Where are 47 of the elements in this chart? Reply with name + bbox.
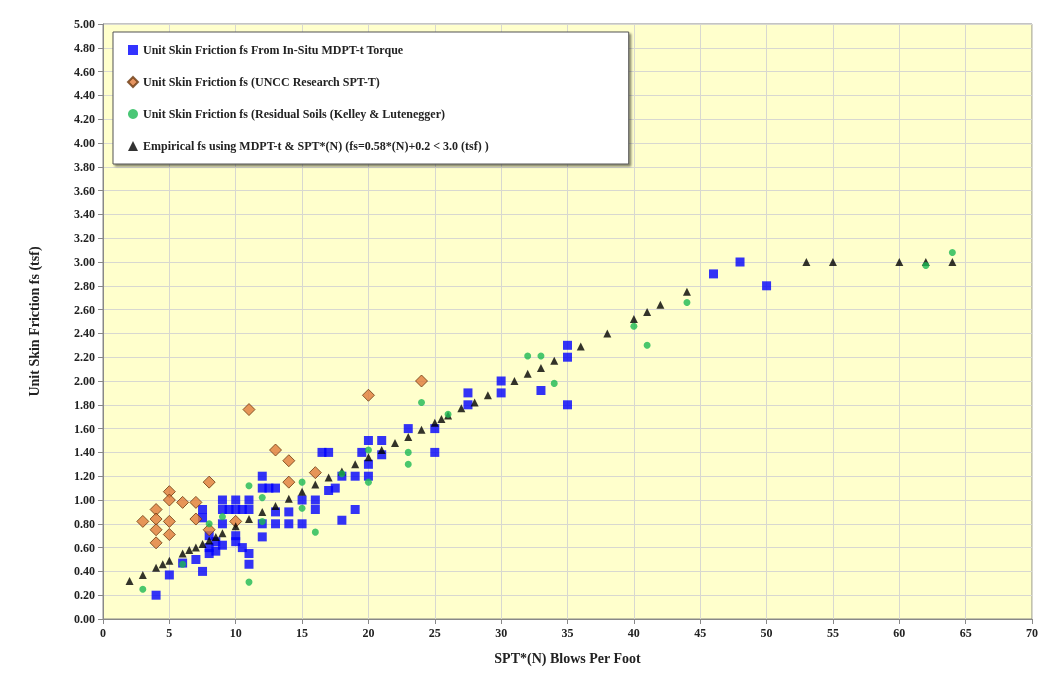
x-tick-label: 60 xyxy=(893,626,906,640)
y-tick-label: 1.80 xyxy=(74,397,95,412)
y-tick-label: 0.60 xyxy=(74,540,95,555)
x-tick-label: 50 xyxy=(760,626,773,640)
legend-label: Unit Skin Friction fs (Residual Soils (Kelley & Lutenegger) xyxy=(143,107,445,121)
y-tick-label: 0.00 xyxy=(74,612,95,626)
y-tick-label: 0.20 xyxy=(74,588,95,603)
x-tick-label: 15 xyxy=(296,626,309,640)
y-tick-label: 3.40 xyxy=(74,207,95,222)
y-tick-label: 1.20 xyxy=(74,469,95,484)
x-tick-label: 65 xyxy=(959,626,972,640)
y-tick-label: 3.60 xyxy=(74,183,95,198)
x-tick-label: 5 xyxy=(166,626,173,640)
y-tick-label: 0.80 xyxy=(74,516,95,531)
y-tick-label: 4.60 xyxy=(74,64,95,79)
y-tick-label: 1.60 xyxy=(74,421,95,436)
y-tick-label: 3.20 xyxy=(74,231,95,246)
y-tick-label: 3.00 xyxy=(74,255,95,269)
y-tick-label: 4.20 xyxy=(74,112,95,127)
y-tick-label: 2.40 xyxy=(74,326,95,341)
y-tick-label: 4.80 xyxy=(74,40,95,55)
x-tick-label: 35 xyxy=(561,626,574,640)
x-tick-label: 20 xyxy=(362,626,375,640)
x-tick-label: 40 xyxy=(627,626,640,640)
y-tick-label: 1.00 xyxy=(74,493,95,507)
y-tick-label: 4.40 xyxy=(74,88,95,103)
y-tick-label: 2.20 xyxy=(74,350,95,365)
x-tick-label: 45 xyxy=(694,626,707,640)
y-tick-label: 2.00 xyxy=(74,374,95,388)
y-tick-label: 2.80 xyxy=(74,278,95,293)
x-tick-label: 30 xyxy=(495,626,508,640)
x-tick-label: 25 xyxy=(428,626,441,640)
x-tick-label: 55 xyxy=(826,626,839,640)
y-tick-label: 1.40 xyxy=(74,445,95,460)
x-axis-title: SPT*(N) Blows Per Foot xyxy=(494,650,641,667)
y-tick-label: 3.80 xyxy=(74,159,95,174)
legend-label: Empirical fs using MDPT-t & SPT*(N) (fs=0.58*(N)+0.2 < 3.0 (tsf) ) xyxy=(143,139,489,153)
y-tick-label: 5.00 xyxy=(74,17,95,31)
x-tick-label: 10 xyxy=(229,626,242,640)
x-tick-label: 0 xyxy=(100,626,106,640)
y-tick-label: 0.40 xyxy=(74,564,95,579)
legend-label: Unit Skin Friction fs (UNCC Research SPT-T) xyxy=(143,75,380,89)
y-tick-label: 4.00 xyxy=(74,136,95,150)
y-tick-label: 2.60 xyxy=(74,302,95,317)
legend-label: Unit Skin Friction fs From In-Situ MDPT-t Torque xyxy=(143,43,404,57)
y-axis-title: Unit Skin Friction fs (tsf) xyxy=(26,246,43,397)
x-tick-label: 70 xyxy=(1026,626,1038,640)
